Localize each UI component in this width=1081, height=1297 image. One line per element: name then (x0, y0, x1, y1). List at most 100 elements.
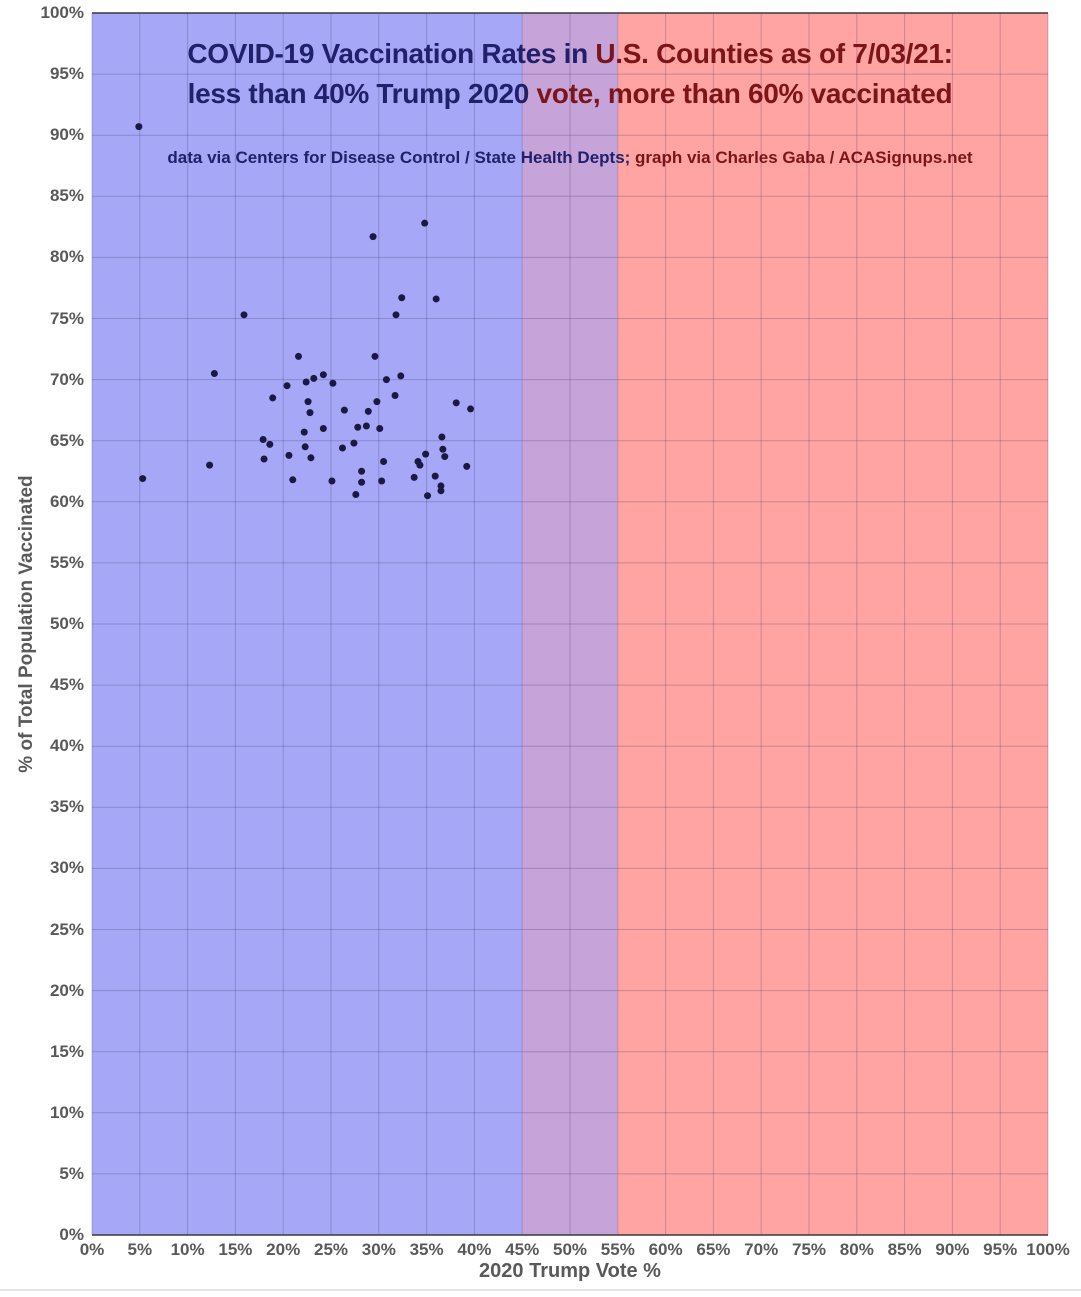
y-tick-label: 25% (49, 919, 84, 939)
data-point (329, 379, 337, 387)
y-tick-label: 5% (59, 1163, 84, 1183)
data-point (439, 445, 447, 453)
data-point (392, 311, 400, 319)
y-tick-label: 20% (49, 980, 84, 1000)
x-tick-label: 90% (935, 1240, 970, 1259)
data-point (424, 492, 432, 500)
data-point (304, 398, 312, 406)
data-point (378, 477, 386, 485)
y-tick-label: 15% (49, 1041, 84, 1061)
y-tick-label: 30% (49, 858, 84, 878)
data-point (441, 453, 449, 461)
x-tick-label: 0% (79, 1240, 105, 1259)
data-point (266, 440, 274, 448)
data-point (340, 406, 348, 414)
x-tick-label: 95% (983, 1240, 1018, 1259)
x-tick-label: 85% (887, 1240, 922, 1259)
x-tick-label: 80% (839, 1240, 874, 1259)
y-tick-label: 95% (49, 64, 84, 84)
data-point (289, 476, 297, 484)
data-point (422, 450, 430, 458)
y-tick-label: 40% (49, 736, 84, 756)
x-tick-label: 35% (409, 1240, 444, 1259)
data-point (300, 428, 308, 436)
x-tick-label: 25% (313, 1240, 349, 1259)
data-point (416, 461, 424, 469)
data-point (358, 467, 366, 475)
data-point (135, 123, 143, 131)
data-point (301, 443, 309, 451)
y-tick-label: 100% (40, 3, 84, 22)
x-tick-label: 5% (127, 1240, 153, 1259)
x-tick-label: 45% (505, 1240, 540, 1259)
data-point (437, 487, 445, 495)
data-point (358, 478, 366, 486)
data-point (352, 490, 360, 498)
data-point (467, 405, 475, 413)
y-tick-label: 75% (49, 308, 84, 328)
data-point (371, 352, 379, 360)
data-point (432, 295, 440, 303)
data-point (294, 352, 302, 360)
x-tick-label: 75% (791, 1240, 827, 1259)
data-point (382, 376, 390, 384)
data-point (369, 233, 377, 241)
y-tick-label: 45% (49, 675, 84, 695)
purple-band (522, 13, 618, 1235)
x-tick-label: 65% (696, 1240, 731, 1259)
y-tick-label: 60% (49, 491, 84, 511)
y-tick-label: 55% (49, 552, 84, 572)
data-point (285, 451, 293, 459)
blue-band (92, 13, 523, 1235)
data-point (328, 477, 336, 485)
x-tick-label: 50% (552, 1240, 588, 1259)
data-point (364, 407, 372, 415)
data-point (354, 423, 362, 431)
data-point (139, 475, 147, 483)
data-point (397, 372, 405, 380)
data-point (302, 378, 310, 386)
data-point (350, 439, 358, 447)
data-point (306, 409, 314, 417)
data-point (391, 391, 399, 399)
data-point (319, 371, 327, 379)
data-point (376, 424, 384, 432)
y-tick-label: 0% (59, 1225, 84, 1244)
data-point (362, 422, 370, 430)
y-tick-label: 70% (49, 369, 84, 389)
data-point (373, 398, 381, 406)
data-point (210, 369, 218, 377)
data-point (431, 472, 439, 480)
data-point (310, 374, 318, 382)
data-point (338, 444, 346, 452)
x-tick-label: 20% (266, 1240, 301, 1259)
data-point (463, 462, 471, 470)
y-tick-label: 80% (49, 247, 84, 267)
x-tick-label: 10% (170, 1240, 205, 1259)
data-point (283, 382, 291, 390)
y-tick-label: 85% (49, 186, 84, 206)
data-point (452, 399, 460, 407)
data-point (410, 473, 418, 481)
y-tick-label: 10% (49, 1102, 84, 1122)
x-tick-label: 30% (361, 1240, 396, 1259)
x-tick-label: 60% (648, 1240, 683, 1259)
data-point (260, 455, 268, 463)
red-band (617, 13, 1048, 1235)
y-tick-label: 35% (49, 797, 84, 817)
data-point (259, 435, 267, 443)
data-point (307, 454, 315, 462)
x-tick-label: 100% (1026, 1240, 1070, 1259)
data-point (438, 433, 446, 441)
data-point (398, 294, 406, 302)
x-tick-label: 55% (600, 1240, 635, 1259)
data-point (269, 394, 277, 402)
x-tick-label: 40% (457, 1240, 492, 1259)
data-point (240, 311, 248, 319)
data-point (437, 482, 445, 490)
data-point (380, 457, 388, 465)
data-point (206, 461, 214, 469)
data-point (319, 424, 327, 432)
